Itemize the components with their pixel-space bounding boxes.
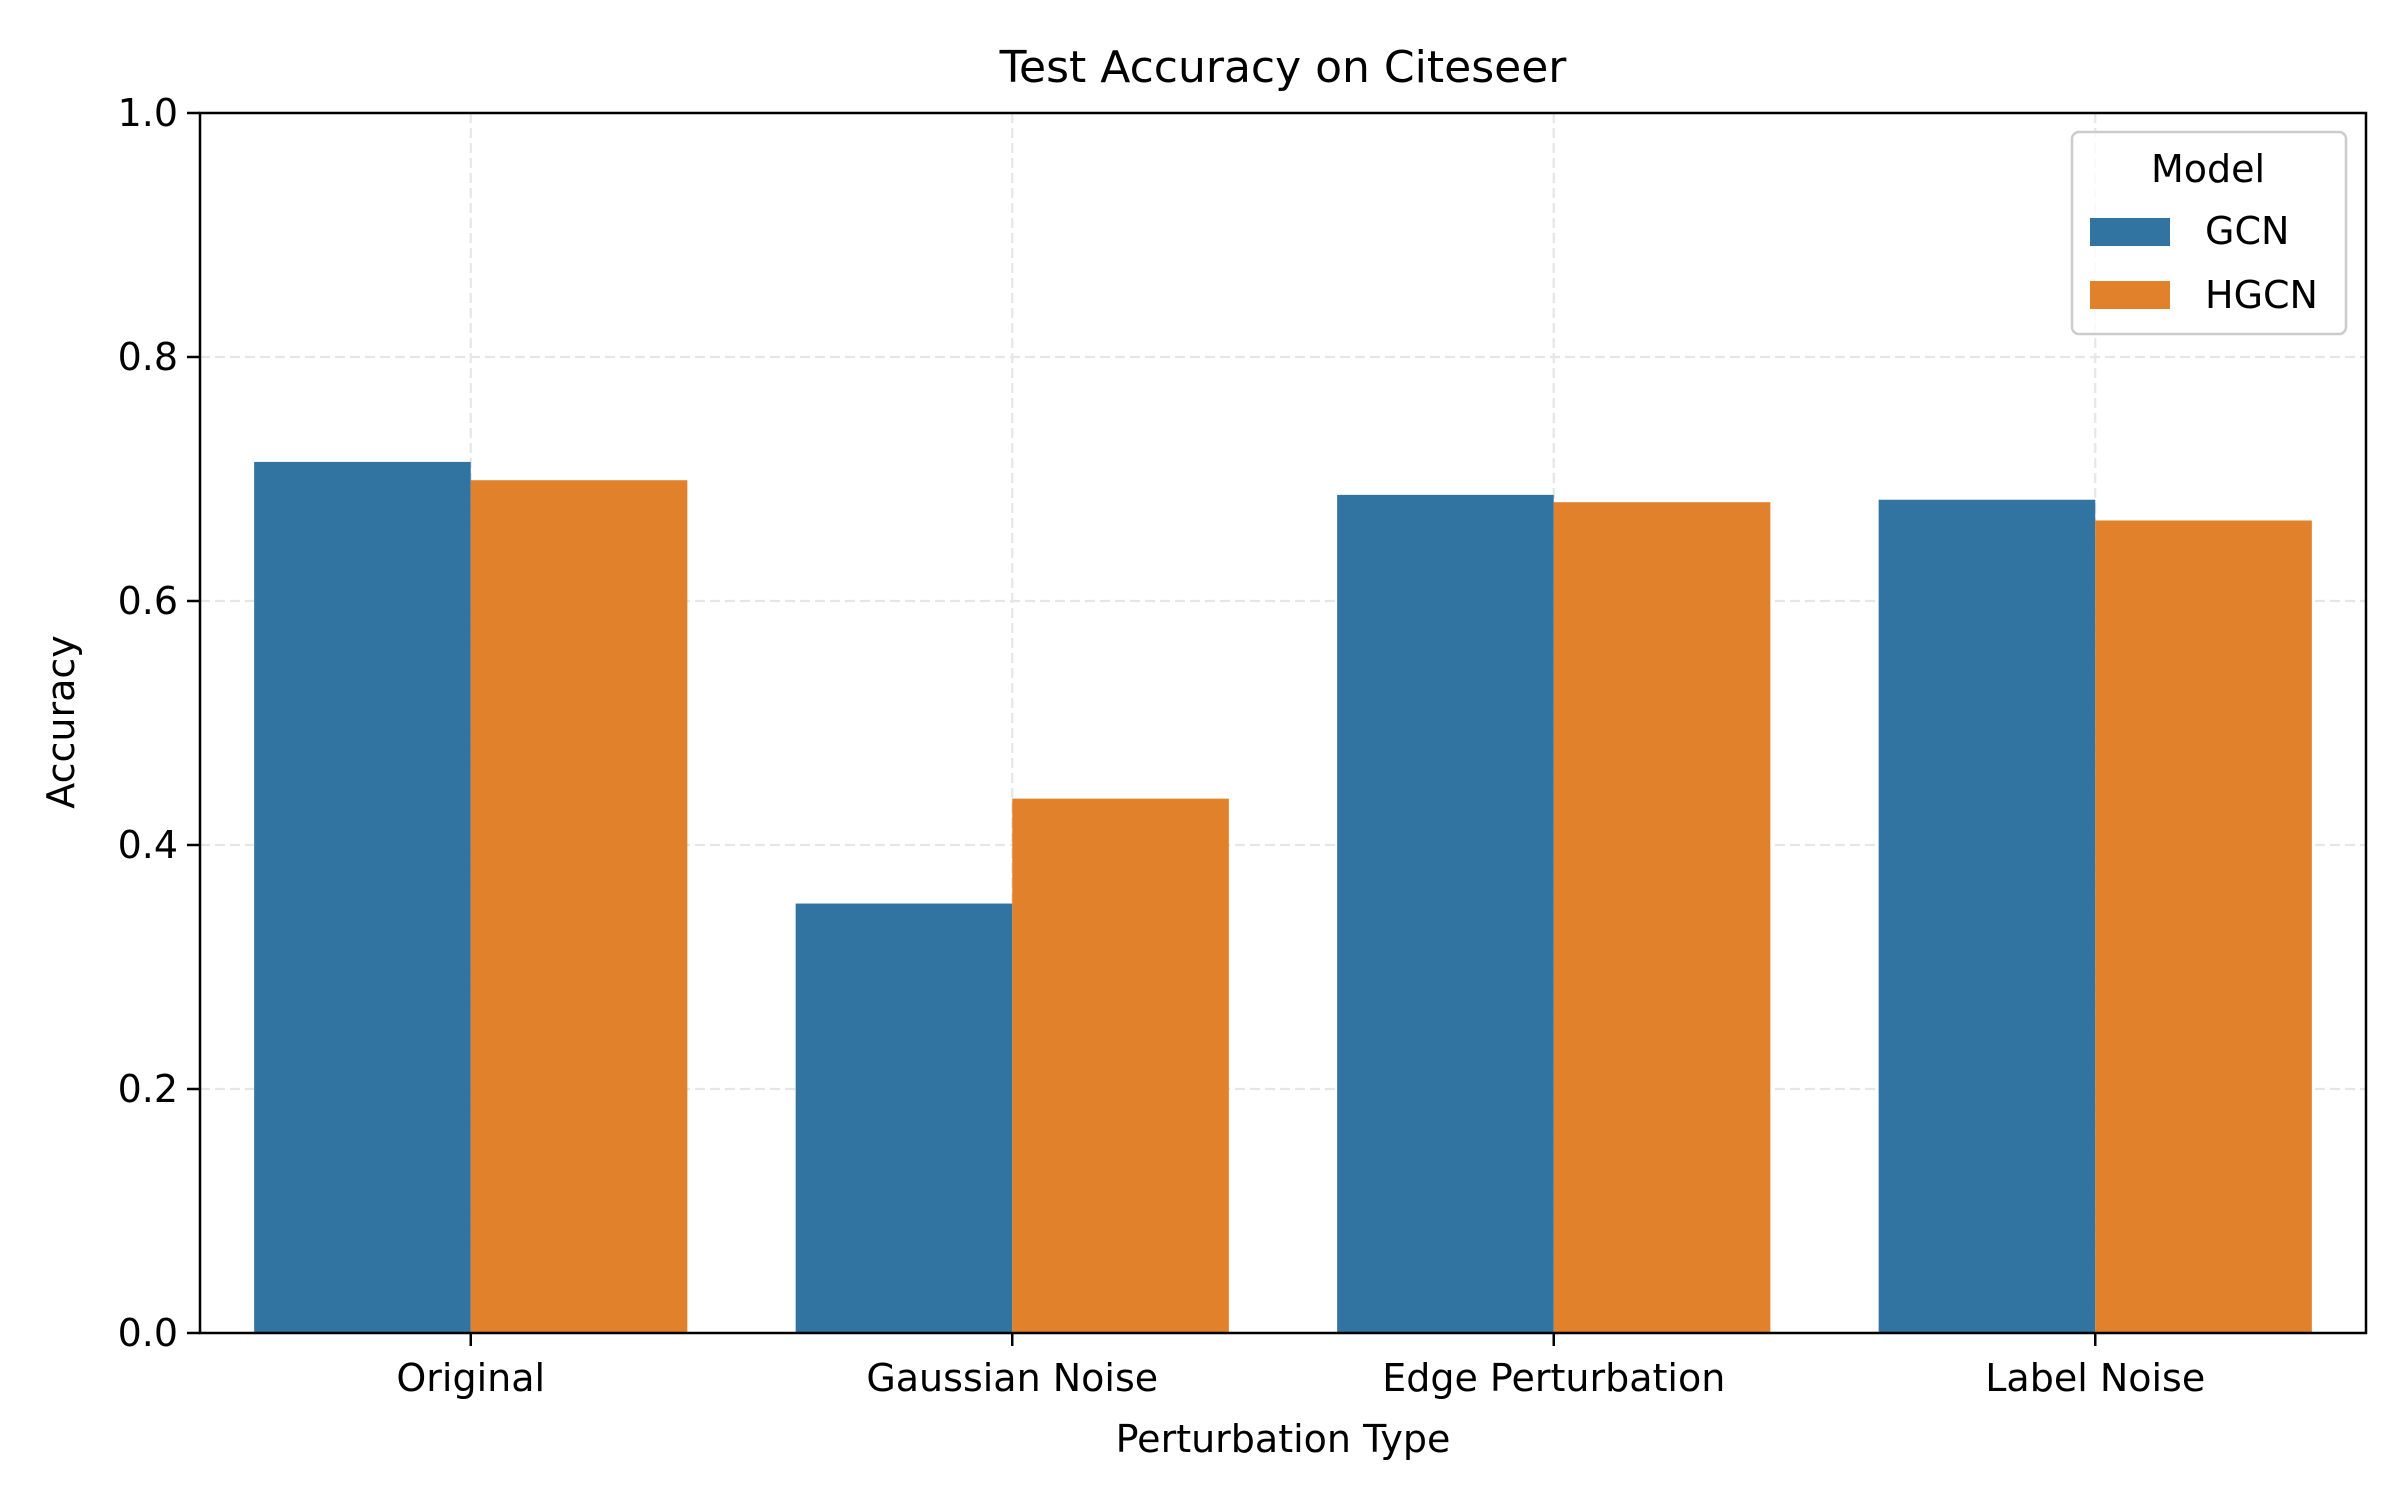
bar-hgcn-1 [1012, 798, 1229, 1333]
bar-gcn-3 [1878, 499, 2096, 1333]
y-axis-ticks: 0.0 0.2 0.4 0.6 0.8 1.0 [118, 91, 200, 1355]
legend: Model GCN HGCN [2070, 130, 2348, 336]
x-tick-label: Label Noise [1985, 1356, 2205, 1400]
legend-label-gcn: GCN [2205, 209, 2289, 253]
bar-gcn-2 [1337, 494, 1554, 1333]
legend-label-hgcn: HGCN [2205, 273, 2318, 317]
x-tick-label: Edge Perturbation [1382, 1356, 1725, 1400]
bar-hgcn-0 [470, 480, 688, 1334]
x-axis-ticks: Original Gaussian Noise Edge Perturbation L… [396, 1333, 2205, 1400]
bar-hgcn-2 [1553, 502, 1771, 1333]
legend-swatch-hgcn [2090, 281, 2170, 309]
chart-title: Test Accuracy on Citeseer [999, 42, 1568, 93]
y-tick-label: 0.0 [118, 1311, 178, 1355]
bars [254, 461, 2312, 1334]
bar-gcn-1 [795, 903, 1013, 1333]
legend-title: Model [2151, 147, 2265, 191]
x-axis-label: Perturbation Type [1116, 1417, 1451, 1461]
legend-swatch-gcn [2090, 218, 2170, 246]
y-tick-label: 1.0 [118, 91, 178, 135]
y-axis-label: Accuracy [39, 635, 83, 809]
x-tick-label: Gaussian Noise [866, 1356, 1158, 1400]
y-tick-label: 0.4 [118, 823, 178, 867]
x-tick-label: Original [396, 1356, 545, 1400]
y-tick-label: 0.2 [118, 1067, 178, 1111]
y-tick-label: 0.8 [118, 335, 178, 379]
bar-gcn-0 [254, 461, 471, 1333]
y-tick-label: 0.6 [118, 579, 178, 623]
bar-hgcn-3 [2095, 520, 2312, 1333]
plot-frame [198, 111, 2368, 1335]
